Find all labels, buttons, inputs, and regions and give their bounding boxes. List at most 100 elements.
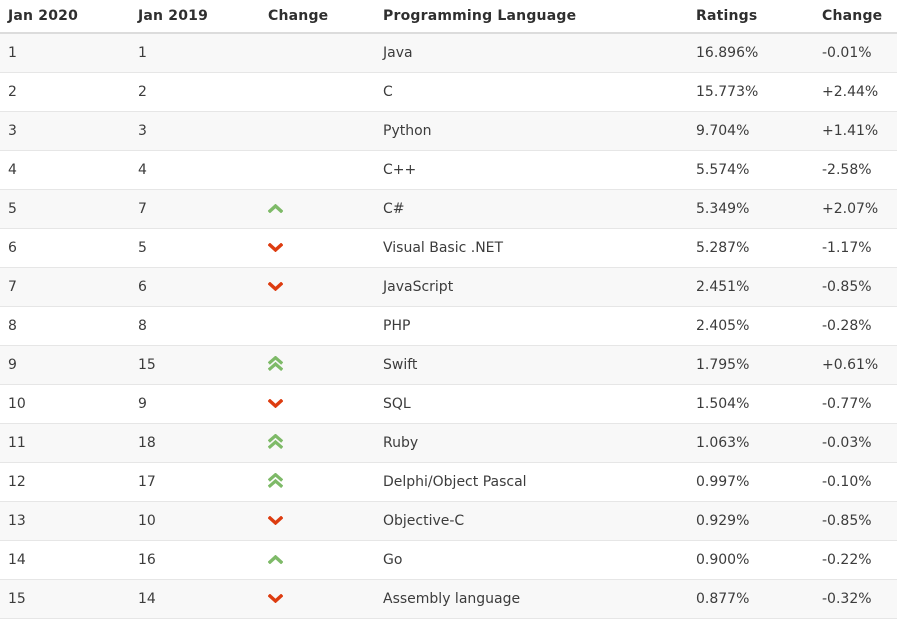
ratings-cell: 5.287% bbox=[696, 240, 750, 256]
table-row: 14 16 Go 0.900% -0.22% bbox=[0, 541, 897, 580]
rank-2019-cell: 7 bbox=[138, 201, 147, 217]
change-indicator-cell bbox=[260, 396, 375, 412]
rank-2020-cell: 7 bbox=[8, 279, 17, 295]
column-header-language: Programming Language bbox=[383, 8, 577, 24]
column-header-ratings: Ratings bbox=[696, 8, 758, 24]
rank-2019-cell: 3 bbox=[138, 123, 147, 139]
table-row: 3 3 Python 9.704% +1.41% bbox=[0, 112, 897, 151]
change-indicator-cell bbox=[260, 201, 375, 217]
column-header-change-pct: Change bbox=[822, 8, 883, 24]
rank-2020-cell: 14 bbox=[8, 552, 26, 568]
change-indicator-cell bbox=[260, 240, 375, 256]
change-indicator-cell bbox=[260, 279, 375, 295]
language-cell: Assembly language bbox=[383, 591, 521, 607]
language-cell: Ruby bbox=[383, 435, 419, 451]
change-indicator-cell bbox=[260, 355, 375, 375]
ratings-cell: 9.704% bbox=[696, 123, 750, 139]
ratings-cell: 0.997% bbox=[696, 474, 750, 490]
change-percent-cell: -0.85% bbox=[822, 279, 872, 295]
rank-2020-cell: 15 bbox=[8, 591, 26, 607]
table-row: 5 7 C# 5.349% +2.07% bbox=[0, 190, 897, 229]
rank-2020-cell: 8 bbox=[8, 318, 17, 334]
change-percent-cell: -0.22% bbox=[822, 552, 872, 568]
rank-2019-cell: 8 bbox=[138, 318, 147, 334]
rank-2019-cell: 10 bbox=[138, 513, 156, 529]
language-cell: Delphi/Object Pascal bbox=[383, 474, 527, 490]
column-header-jan-2020: Jan 2020 bbox=[8, 8, 79, 24]
language-cell: Visual Basic .NET bbox=[383, 240, 504, 256]
change-indicator-cell bbox=[260, 513, 375, 529]
rank-2020-cell: 10 bbox=[8, 396, 26, 412]
rank-2020-cell: 3 bbox=[8, 123, 17, 139]
arrow-double-up-icon bbox=[268, 433, 283, 449]
change-percent-cell: +2.07% bbox=[822, 201, 879, 217]
ratings-cell: 2.451% bbox=[696, 279, 750, 295]
ratings-cell: 0.877% bbox=[696, 591, 750, 607]
ratings-cell: 1.063% bbox=[696, 435, 750, 451]
rank-2019-cell: 16 bbox=[138, 552, 156, 568]
ratings-cell: 15.773% bbox=[696, 84, 759, 100]
column-header-change-rank: Change bbox=[268, 8, 329, 24]
arrow-down-icon bbox=[268, 594, 283, 603]
language-cell: Python bbox=[383, 123, 432, 139]
arrow-double-up-icon bbox=[268, 355, 283, 371]
arrow-double-up-icon bbox=[268, 472, 283, 488]
language-cell: JavaScript bbox=[383, 279, 454, 295]
table-body: 1 1 Java 16.896% -0.01% 2 2 C 15.773% +2… bbox=[0, 34, 897, 619]
rank-2019-cell: 1 bbox=[138, 45, 147, 61]
change-indicator-cell bbox=[260, 552, 375, 568]
table-row: 10 9 SQL 1.504% -0.77% bbox=[0, 385, 897, 424]
change-percent-cell: -0.85% bbox=[822, 513, 872, 529]
arrow-down-icon bbox=[268, 243, 283, 252]
ratings-cell: 0.929% bbox=[696, 513, 750, 529]
table-row: 9 15 Swift 1.795% +0.61% bbox=[0, 346, 897, 385]
table-row: 2 2 C 15.773% +2.44% bbox=[0, 73, 897, 112]
rank-2020-cell: 13 bbox=[8, 513, 26, 529]
arrow-down-icon bbox=[268, 516, 283, 525]
table-row: 7 6 JavaScript 2.451% -0.85% bbox=[0, 268, 897, 307]
ratings-cell: 16.896% bbox=[696, 45, 759, 61]
language-cell: C++ bbox=[383, 162, 417, 178]
ratings-cell: 0.900% bbox=[696, 552, 750, 568]
ratings-cell: 2.405% bbox=[696, 318, 750, 334]
rank-2019-cell: 17 bbox=[138, 474, 156, 490]
rank-2020-cell: 9 bbox=[8, 357, 17, 373]
column-header-jan-2019: Jan 2019 bbox=[138, 8, 209, 24]
table-row: 1 1 Java 16.896% -0.01% bbox=[0, 34, 897, 73]
change-percent-cell: +0.61% bbox=[822, 357, 879, 373]
rank-2019-cell: 4 bbox=[138, 162, 147, 178]
arrow-down-icon bbox=[268, 399, 283, 408]
change-percent-cell: -0.28% bbox=[822, 318, 872, 334]
rank-2020-cell: 5 bbox=[8, 201, 17, 217]
change-percent-cell: +2.44% bbox=[822, 84, 879, 100]
language-cell: Java bbox=[383, 45, 413, 61]
ratings-cell: 5.574% bbox=[696, 162, 750, 178]
rank-2019-cell: 6 bbox=[138, 279, 147, 295]
rank-2019-cell: 18 bbox=[138, 435, 156, 451]
table-row: 11 18 Ruby 1.063% -0.03% bbox=[0, 424, 897, 463]
ratings-cell: 1.504% bbox=[696, 396, 750, 412]
language-cell: C bbox=[383, 84, 393, 100]
change-indicator-cell bbox=[260, 433, 375, 453]
change-percent-cell: -0.77% bbox=[822, 396, 872, 412]
ratings-cell: 1.795% bbox=[696, 357, 750, 373]
table-row: 12 17 Delphi/Object Pascal 0.997% -0.10% bbox=[0, 463, 897, 502]
table-row: 13 10 Objective-C 0.929% -0.85% bbox=[0, 502, 897, 541]
language-cell: C# bbox=[383, 201, 405, 217]
rank-2019-cell: 2 bbox=[138, 84, 147, 100]
rank-2020-cell: 1 bbox=[8, 45, 17, 61]
rank-2019-cell: 15 bbox=[138, 357, 156, 373]
language-cell: SQL bbox=[383, 396, 411, 412]
change-indicator-cell bbox=[260, 591, 375, 607]
arrow-up-icon bbox=[268, 555, 283, 564]
table-row: 15 14 Assembly language 0.877% -0.32% bbox=[0, 580, 897, 619]
change-indicator-cell bbox=[260, 472, 375, 492]
arrow-down-icon bbox=[268, 282, 283, 291]
change-percent-cell: +1.41% bbox=[822, 123, 879, 139]
rank-2020-cell: 12 bbox=[8, 474, 26, 490]
arrow-up-icon bbox=[268, 204, 283, 213]
change-percent-cell: -0.01% bbox=[822, 45, 872, 61]
language-cell: Go bbox=[383, 552, 403, 568]
table-row: 6 5 Visual Basic .NET 5.287% -1.17% bbox=[0, 229, 897, 268]
